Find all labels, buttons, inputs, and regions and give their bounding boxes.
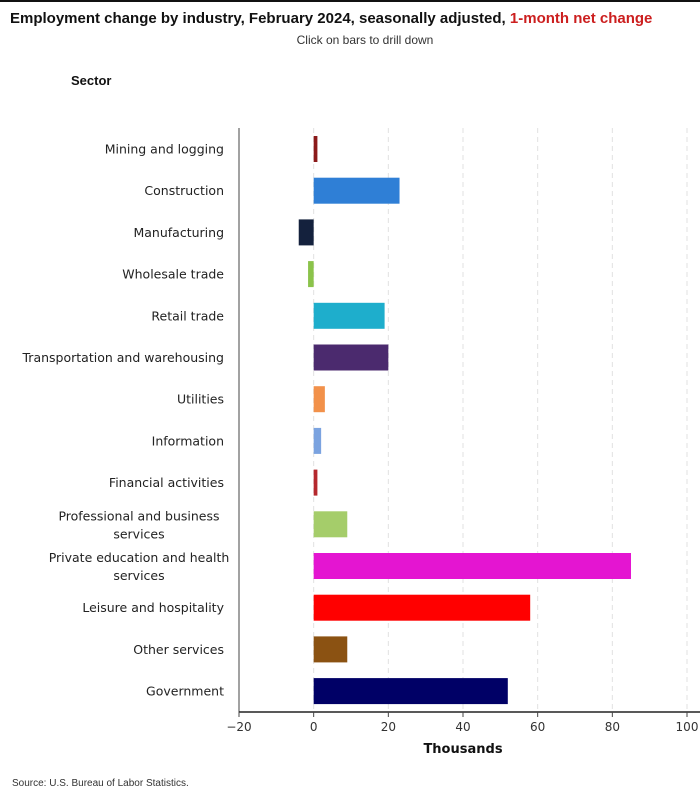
- category-label-1: Mining and logging: [105, 142, 224, 157]
- bar-9[interactable]: [313, 469, 318, 496]
- x-tick-label-2: 20: [381, 720, 396, 734]
- category-label-5: Retail trade: [151, 308, 224, 323]
- chart-title-main: Employment change by industry, February …: [10, 10, 506, 27]
- top-rule: [0, 0, 700, 2]
- bar-12[interactable]: [313, 594, 531, 621]
- label-layer: Mining and logging Construction Manufactur…: [22, 142, 230, 699]
- bar-13[interactable]: [313, 636, 348, 663]
- category-label-13: Other services: [133, 642, 224, 657]
- y-axis-title: Sector: [71, 73, 112, 88]
- x-tick-label-1: 0: [310, 720, 318, 734]
- category-label-3: Manufacturing: [133, 225, 224, 240]
- chart-title: Employment change by industry, February …: [10, 10, 690, 27]
- x-tick-label-4: 60: [530, 720, 545, 734]
- x-tick-label-5: 80: [605, 720, 620, 734]
- category-label-10: Professional and business services: [58, 508, 219, 541]
- bar-8[interactable]: [313, 427, 322, 454]
- category-label-4: Wholesale trade: [122, 267, 224, 282]
- source-note: Source: U.S. Bureau of Labor Statistics.: [12, 778, 189, 789]
- bar-10[interactable]: [313, 511, 348, 538]
- bar-4[interactable]: [308, 261, 314, 288]
- category-label-7: Utilities: [177, 392, 224, 407]
- x-tick-label-6: 100: [676, 720, 699, 734]
- category-label-6: Transportation and warehousing: [22, 350, 225, 365]
- bar-11[interactable]: [313, 553, 631, 579]
- x-axis-title: Thousands: [423, 742, 502, 757]
- bar-3[interactable]: [298, 219, 314, 246]
- category-label-8: Information: [152, 433, 224, 448]
- bar-layer: [298, 136, 631, 705]
- category-label-2: Construction: [144, 183, 224, 198]
- category-label-12: Leisure and hospitality: [82, 600, 224, 615]
- bar-5[interactable]: [313, 302, 385, 329]
- chart-title-highlight: 1-month net change: [509, 10, 653, 27]
- category-label-14: Government: [146, 684, 224, 699]
- bar-7[interactable]: [313, 386, 325, 413]
- category-label-11: Private education and health services: [49, 550, 230, 583]
- grid-layer: [313, 128, 688, 712]
- bar-2[interactable]: [313, 177, 400, 204]
- chart-subtitle: Click on bars to drill down: [296, 33, 434, 47]
- bar-6[interactable]: [313, 344, 389, 371]
- axis-layer: −20 0 20 40 60 80 100 Thousands: [226, 128, 700, 757]
- x-tick-label-3: 40: [455, 720, 470, 734]
- category-label-9: Financial activities: [109, 475, 224, 490]
- x-tick-label-0: −20: [226, 720, 251, 734]
- bar-14[interactable]: [313, 678, 508, 705]
- bar-1[interactable]: [313, 136, 318, 162]
